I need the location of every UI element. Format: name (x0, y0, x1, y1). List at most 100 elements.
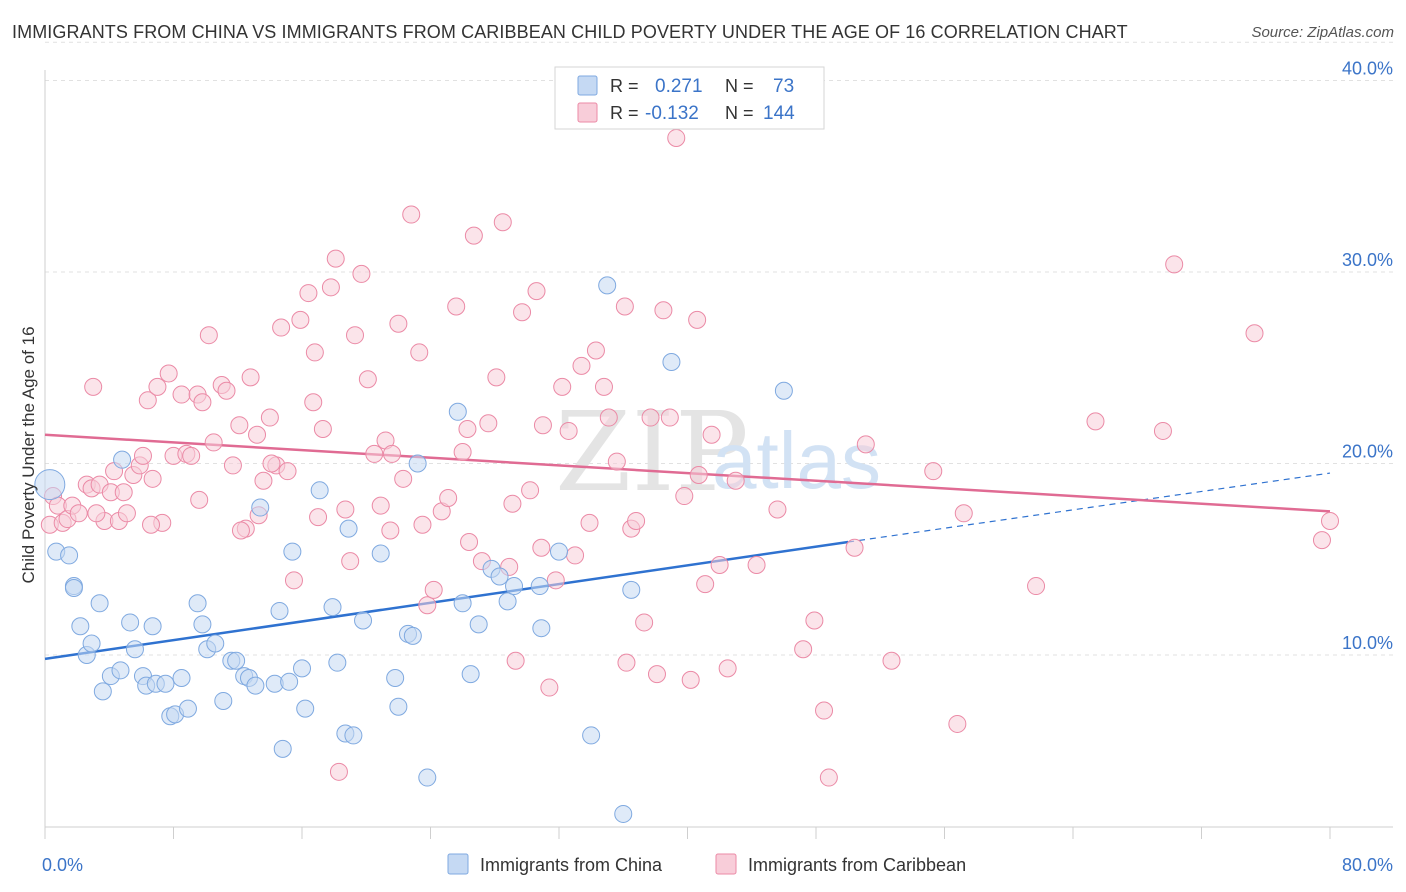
caribbean-point (533, 416, 552, 435)
caribbean-point (382, 444, 401, 463)
china-point (490, 567, 509, 586)
caribbean-point (794, 640, 813, 659)
china-point (60, 546, 79, 565)
caribbean-point (410, 343, 429, 362)
stats-legend: R = 0.271 N = 73 R = -0.132 N = 144 (554, 66, 825, 130)
caribbean-point (418, 596, 437, 615)
caribbean-point (1027, 577, 1046, 596)
china-point (532, 619, 551, 638)
watermark-atlas: atlas (712, 416, 881, 505)
legend-r-value-caribbean: -0.132 (645, 103, 699, 124)
caribbean-point (84, 377, 103, 396)
china-point (328, 653, 347, 672)
china-point (214, 691, 233, 710)
caribbean-point (506, 651, 525, 670)
china-point (498, 592, 517, 611)
china-point (90, 594, 109, 613)
china-point (121, 613, 140, 632)
caribbean-point (540, 678, 559, 697)
china-point (371, 544, 390, 563)
caribbean-point (856, 435, 875, 454)
caribbean-point (580, 513, 599, 532)
china-point (125, 640, 144, 659)
caribbean-point (1165, 255, 1184, 274)
caribbean-point (702, 425, 721, 444)
caribbean-point (248, 425, 267, 444)
china-point (408, 454, 427, 473)
china-point (448, 402, 467, 421)
china-point (453, 594, 472, 613)
chart-title: IMMIGRANTS FROM CHINA VS IMMIGRANTS FROM… (12, 22, 1128, 42)
caribbean-point (617, 653, 636, 672)
caribbean-point (566, 546, 585, 565)
caribbean-point (291, 310, 310, 329)
y-tick-labels: 10.0% 20.0% 30.0% 40.0% (1342, 59, 1393, 654)
caribbean-point (299, 284, 318, 303)
source-credit: Source: ZipAtlas.com (1251, 24, 1394, 41)
china-point (550, 542, 568, 561)
caribbean-point (681, 670, 700, 689)
china-point (598, 276, 617, 295)
caribbean-point (460, 533, 479, 552)
caribbean-point (635, 613, 654, 632)
china-point (293, 659, 311, 678)
caribbean-point (346, 326, 365, 345)
series-legend-caribbean: Immigrants from Caribbean (748, 855, 966, 875)
china-point (774, 381, 793, 400)
caribbean-point (389, 314, 408, 333)
caribbean-point (493, 213, 512, 232)
legend-swatch-caribbean (577, 102, 598, 123)
caribbean-point (594, 377, 613, 396)
legend-r-value-china: 0.271 (655, 76, 703, 97)
china-point (418, 768, 437, 787)
caribbean-point (413, 515, 432, 534)
caribbean-point (309, 508, 328, 527)
china-point (344, 726, 363, 745)
china-point (143, 617, 162, 636)
caribbean-point (217, 381, 236, 400)
caribbean-point (815, 701, 834, 720)
caribbean-point (352, 264, 371, 283)
legend-n-value-china: 73 (773, 76, 794, 97)
caribbean-point (381, 521, 400, 540)
caribbean-point (1153, 421, 1172, 440)
caribbean-point (172, 385, 191, 404)
caribbean-point (254, 471, 273, 490)
caribbean-point (272, 318, 291, 337)
caribbean-point (439, 488, 458, 507)
caribbean-point (710, 555, 729, 574)
x-tick-label: 0.0% (42, 855, 83, 875)
data-points (34, 128, 1339, 823)
china-point (622, 580, 641, 599)
china-point (469, 615, 488, 634)
caribbean-point (1312, 531, 1331, 550)
caribbean-point (641, 408, 660, 427)
china-point (71, 617, 90, 636)
china-point (113, 450, 132, 469)
caribbean-point (190, 490, 209, 509)
series-swatch-china (447, 853, 469, 875)
caribbean-point (336, 500, 355, 519)
caribbean-point (718, 659, 737, 678)
caribbean-point (527, 282, 546, 301)
china-point (403, 626, 422, 645)
china-point (323, 598, 342, 617)
legend-r-label: R = (610, 76, 639, 96)
y-tick-label: 30.0% (1342, 250, 1393, 270)
caribbean-point (260, 408, 279, 427)
caribbean-point (559, 421, 578, 440)
caribbean-point (117, 504, 136, 523)
china-point (178, 699, 197, 718)
caribbean-point (948, 714, 967, 733)
caribbean-point (1086, 412, 1105, 431)
caribbean-point (69, 504, 88, 523)
y-tick-label: 20.0% (1342, 442, 1393, 462)
caribbean-point (321, 278, 340, 297)
y-tick-label: 40.0% (1342, 59, 1393, 79)
trend-line-china (44, 540, 849, 661)
x-tick-label: 80.0% (1342, 855, 1393, 875)
china-point (227, 651, 246, 670)
legend-n-value-caribbean: 144 (763, 103, 795, 124)
caribbean-point (667, 128, 686, 147)
